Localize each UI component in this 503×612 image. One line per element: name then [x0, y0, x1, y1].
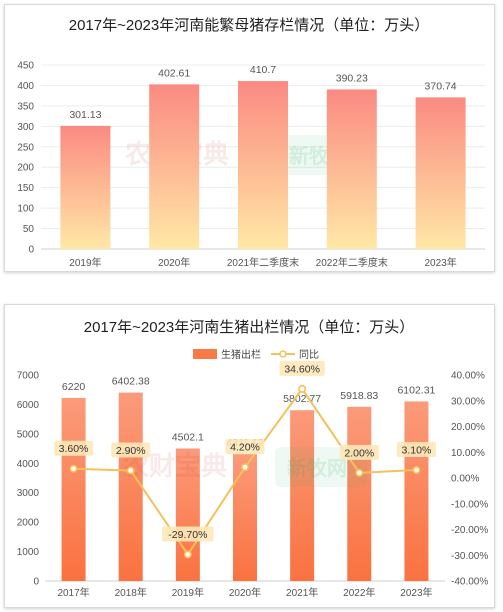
legend-label-line: 同比	[299, 349, 319, 361]
bar	[149, 84, 200, 249]
x-tick-label: 2018年	[115, 586, 147, 599]
y2-tick-label: 30.00%	[451, 396, 485, 407]
yoy-label-box	[396, 442, 436, 458]
breeding-sow-chart-panel: 2017年~2023年河南能繁母猪存栏情况（单位：万头） 农财宝典 新牧网 30…	[4, 4, 495, 272]
y2-tick-label: 40.00%	[451, 371, 485, 382]
yoy-label-box	[54, 440, 94, 456]
x-tick-label: 2021年二季度末	[227, 256, 299, 269]
y-tick-label: 250	[17, 142, 34, 153]
bar-value-label: 390.23	[336, 72, 368, 84]
bar	[347, 406, 372, 581]
x-tick-label: 2023年	[424, 256, 456, 269]
x-tick-label: 2017年	[57, 586, 89, 599]
yoy-value-label: 34.60%	[284, 363, 320, 375]
yoy-label-box	[111, 442, 151, 458]
bar-value-label: 6402.38	[112, 376, 150, 388]
x-tick-label: 2019年	[69, 256, 101, 269]
yoy-point	[69, 464, 78, 473]
y-tick-label: 4000	[17, 459, 40, 470]
watermark-right-2: 新牧网	[287, 456, 347, 480]
hog-output-chart-panel: 2017年~2023年河南生猪出栏情况（单位：万头） 生猪出栏 同比 6220 6…	[4, 304, 495, 608]
y2-tick-label: -20.00%	[451, 525, 488, 536]
y-tick-label: 6000	[17, 400, 40, 411]
yoy-point	[355, 468, 364, 477]
y2-tick-label: 10.00%	[451, 448, 485, 459]
yoy-value-label: 3.60%	[59, 443, 89, 455]
y-tick-label: 2000	[17, 518, 40, 529]
chart-title: 2017年~2023年河南能繁母猪存栏情况（单位：万头）	[69, 17, 430, 34]
bar-value-label: 6102.31	[397, 384, 435, 396]
y-tick-label: 400	[17, 81, 34, 92]
yoy-point	[183, 550, 192, 559]
bar	[60, 125, 111, 249]
legend: 生猪出栏 同比	[193, 348, 319, 361]
yoy-point	[241, 463, 250, 472]
y2-tick-label: -40.00%	[451, 577, 488, 588]
y2-tick-label: -30.00%	[451, 551, 488, 562]
bar-value-label: 5802.77	[283, 393, 321, 405]
x-tick-label: 2021年	[286, 586, 318, 599]
bar	[118, 392, 143, 581]
x-tick-label: 2020年	[229, 586, 261, 599]
yoy-value-label: 2.00%	[344, 447, 374, 459]
x-tick-label: 2020年	[158, 256, 190, 269]
bar-value-label: 5918.83	[340, 390, 378, 402]
bar	[61, 397, 86, 581]
x-tick-label: 2022年二季度末	[316, 256, 388, 269]
y-tick-label: 50	[23, 224, 35, 235]
bar	[233, 454, 257, 581]
yoy-point	[412, 466, 421, 475]
bar	[290, 410, 315, 581]
y-tick-label: 5000	[17, 429, 40, 440]
yoy-value-label: -29.70%	[168, 529, 207, 541]
y-tick-label: 3000	[17, 488, 40, 499]
hog-output-chart: 2017年~2023年河南生猪出栏情况（单位：万头） 生猪出栏 同比 6220 6…	[17, 319, 489, 599]
x-tick-label: 2023年	[400, 586, 432, 599]
bar	[326, 89, 377, 249]
y-tick-label: 300	[17, 122, 34, 133]
bar-value-label: 4502.1	[172, 432, 204, 444]
yoy-value-label: 2.90%	[116, 445, 146, 457]
breeding-sow-chart: 2017年~2023年河南能繁母猪存栏情况（单位：万头） 农财宝典 新牧网 30…	[17, 17, 485, 269]
bar	[175, 448, 200, 581]
y-tick-label: 150	[17, 183, 34, 194]
y-tick-label: 350	[17, 101, 34, 112]
y-tick-label: 1000	[17, 547, 40, 558]
x-tick-label: 2019年	[172, 586, 204, 599]
bar-value-label: 410.7	[250, 64, 276, 76]
bar	[415, 97, 466, 249]
yoy-label-box	[339, 444, 379, 460]
y-tick-label: 200	[17, 163, 34, 174]
x-tick-label: 2022年	[343, 586, 375, 599]
bar	[404, 401, 429, 581]
yoy-label-box	[279, 360, 325, 376]
legend-label-bar: 生猪出栏	[221, 348, 261, 361]
yoy-label-box	[225, 439, 265, 455]
bar-value-label: 301.13	[69, 109, 101, 121]
yoy-value-label: 3.10%	[402, 445, 432, 457]
y-tick-label: 7000	[17, 371, 40, 382]
y-tick-label: 0	[33, 577, 39, 588]
bar-value-label: 402.61	[158, 67, 190, 79]
yoy-label-box	[162, 526, 214, 542]
y-tick-label: 450	[17, 61, 34, 72]
chart-title: 2017年~2023年河南生猪出栏情况（单位：万头）	[84, 319, 415, 336]
y2-tick-label: 0.00%	[451, 474, 479, 485]
y2-tick-label: 20.00%	[451, 422, 485, 433]
legend-swatch-bar	[193, 349, 217, 359]
y-tick-label: 100	[17, 204, 34, 215]
bar-value-label: 370.74	[425, 80, 457, 92]
yoy-point	[298, 384, 307, 393]
y2-tick-label: -10.00%	[451, 499, 488, 510]
yoy-point	[126, 466, 135, 475]
yoy-value-label: 4.20%	[230, 442, 260, 454]
bar	[238, 81, 288, 249]
y-tick-label: 0	[28, 245, 34, 256]
bar-value-label: 6220	[62, 381, 86, 393]
